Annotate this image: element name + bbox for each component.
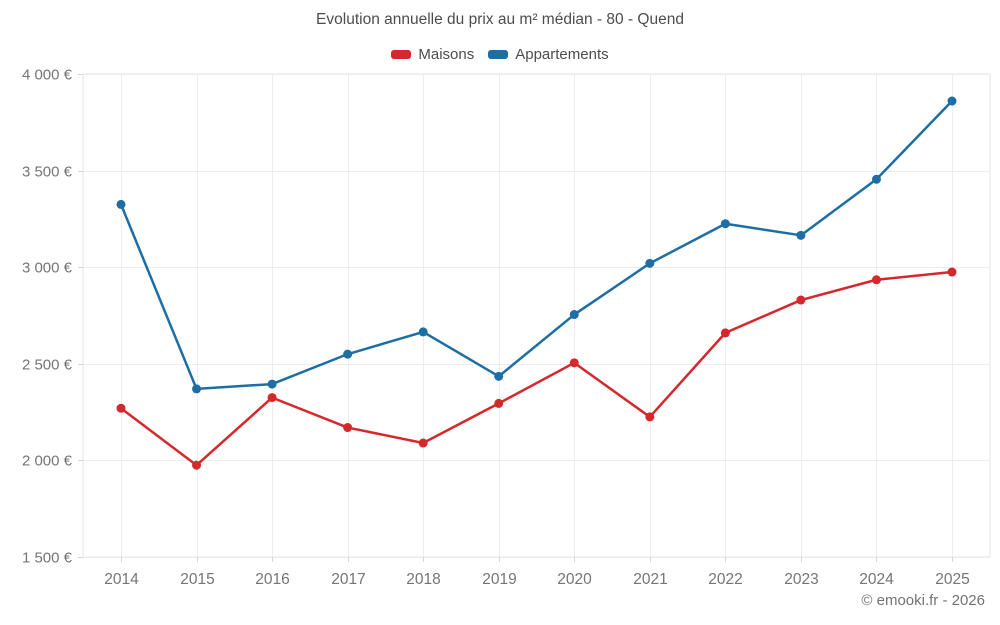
data-point-appartements[interactable] (494, 371, 504, 381)
legend-label-maisons: Maisons (418, 46, 475, 63)
chart-legend: Maisons Appartements (0, 46, 1000, 63)
chart-title: Evolution annuelle du prix au m² médian … (316, 11, 684, 28)
x-axis-label: 2014 (104, 571, 139, 588)
y-axis-label: 4 000 € (22, 67, 73, 84)
data-point-appartements[interactable] (645, 258, 655, 268)
data-point-maisons[interactable] (871, 275, 881, 285)
copyright: © emooki.fr - 2026 (861, 592, 985, 609)
data-point-maisons[interactable] (192, 460, 202, 470)
x-axis-label: 2025 (935, 571, 969, 588)
x-axis-label: 2015 (180, 571, 214, 588)
legend-swatch-maisons (391, 50, 412, 59)
x-axis-label: 2016 (255, 571, 289, 588)
data-point-appartements[interactable] (720, 219, 730, 229)
data-point-maisons[interactable] (645, 412, 655, 422)
y-axis-label: 2 000 € (22, 453, 73, 470)
x-axis-label: 2021 (633, 571, 667, 588)
data-point-appartements[interactable] (116, 199, 126, 209)
x-axis-label: 2022 (708, 571, 742, 588)
data-point-maisons[interactable] (267, 393, 277, 403)
legend-item-maisons[interactable]: Maisons (391, 46, 474, 63)
data-point-appartements[interactable] (192, 384, 202, 394)
data-point-maisons[interactable] (569, 358, 579, 368)
data-point-maisons[interactable] (796, 295, 806, 305)
data-point-maisons[interactable] (343, 423, 353, 433)
series-line-maisons (119, 270, 954, 467)
y-axis-label: 3 500 € (22, 164, 73, 181)
series-line-appartements (119, 99, 954, 391)
data-point-appartements[interactable] (418, 327, 428, 337)
x-axis-label: 2017 (331, 571, 365, 588)
data-point-appartements[interactable] (267, 379, 277, 389)
y-axis-label: 3 000 € (22, 260, 73, 277)
data-point-appartements[interactable] (796, 230, 806, 240)
legend-swatch-appartements (488, 50, 509, 59)
legend-label-appartements: Appartements (515, 46, 609, 63)
data-point-appartements[interactable] (569, 310, 579, 320)
data-point-maisons[interactable] (418, 438, 428, 448)
data-point-appartements[interactable] (343, 349, 353, 359)
legend-item-appartements[interactable]: Appartements (488, 46, 609, 63)
plot-border (82, 73, 991, 558)
x-axis-label: 2019 (482, 571, 516, 588)
y-axis-label: 1 500 € (22, 550, 73, 567)
data-point-appartements[interactable] (871, 174, 881, 184)
data-point-maisons[interactable] (494, 398, 504, 408)
x-axis-label: 2023 (784, 571, 818, 588)
x-axis-label: 2020 (557, 571, 592, 588)
data-point-maisons[interactable] (947, 267, 957, 277)
x-axis-label: 2018 (406, 571, 440, 588)
data-point-maisons[interactable] (116, 403, 126, 413)
data-point-appartements[interactable] (947, 96, 957, 106)
y-axis-label: 2 500 € (22, 357, 73, 374)
x-axis-label: 2024 (859, 571, 894, 588)
data-point-maisons[interactable] (720, 328, 730, 338)
